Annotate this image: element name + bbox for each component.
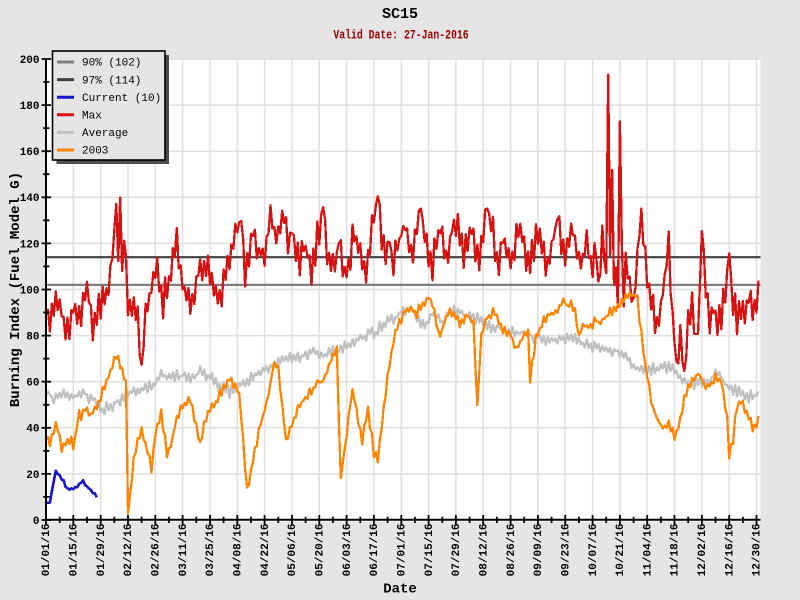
svg-text:05/06/16: 05/06/16	[287, 524, 299, 577]
svg-text:02/12/16: 02/12/16	[123, 524, 135, 577]
svg-text:08/12/16: 08/12/16	[478, 524, 490, 577]
svg-text:12/16/16: 12/16/16	[724, 524, 736, 577]
svg-text:97% (114): 97% (114)	[82, 75, 141, 87]
svg-text:01/15/16: 01/15/16	[69, 524, 81, 577]
svg-text:07/01/16: 07/01/16	[397, 524, 409, 577]
svg-text:80: 80	[26, 332, 39, 344]
svg-text:60: 60	[26, 378, 39, 390]
svg-text:07/29/16: 07/29/16	[451, 524, 463, 577]
svg-text:09/09/16: 09/09/16	[533, 524, 545, 577]
svg-text:04/22/16: 04/22/16	[260, 524, 272, 577]
svg-text:20: 20	[26, 470, 39, 482]
svg-text:01/01/16: 01/01/16	[41, 524, 53, 577]
svg-text:03/25/16: 03/25/16	[205, 524, 217, 577]
svg-text:04/08/16: 04/08/16	[233, 524, 245, 577]
svg-text:01/29/16: 01/29/16	[96, 524, 108, 577]
svg-text:02/26/16: 02/26/16	[151, 524, 163, 577]
svg-text:Date: Date	[383, 582, 417, 598]
svg-text:Current (10): Current (10)	[82, 93, 161, 105]
svg-text:100: 100	[20, 285, 40, 297]
svg-text:40: 40	[26, 424, 39, 436]
svg-text:03/11/16: 03/11/16	[178, 524, 190, 577]
svg-text:180: 180	[20, 101, 40, 113]
svg-text:200: 200	[20, 55, 40, 67]
svg-text:09/23/16: 09/23/16	[560, 524, 572, 577]
svg-text:2003: 2003	[82, 146, 108, 158]
svg-text:90% (102): 90% (102)	[82, 58, 141, 70]
svg-text:120: 120	[20, 239, 40, 251]
svg-text:Max: Max	[82, 111, 102, 123]
svg-text:06/17/16: 06/17/16	[369, 524, 381, 577]
svg-text:10/21/16: 10/21/16	[615, 524, 627, 577]
svg-text:07/15/16: 07/15/16	[424, 524, 436, 577]
svg-text:06/03/16: 06/03/16	[342, 524, 354, 577]
svg-text:11/04/16: 11/04/16	[642, 524, 654, 577]
svg-text:Average: Average	[82, 128, 128, 140]
svg-text:SC15: SC15	[382, 6, 418, 23]
svg-text:160: 160	[20, 147, 40, 159]
svg-text:Burning Index (Fuel Model G): Burning Index (Fuel Model G)	[8, 172, 24, 407]
svg-text:12/30/16: 12/30/16	[752, 524, 764, 577]
svg-text:11/18/16: 11/18/16	[670, 524, 682, 577]
svg-text:08/26/16: 08/26/16	[506, 524, 518, 577]
svg-text:05/20/16: 05/20/16	[315, 524, 327, 577]
svg-text:0: 0	[33, 516, 40, 528]
svg-text:140: 140	[20, 193, 40, 205]
svg-text:Valid Date: 27-Jan-2016: Valid Date: 27-Jan-2016	[333, 28, 468, 43]
svg-text:10/07/16: 10/07/16	[588, 524, 600, 577]
svg-text:12/02/16: 12/02/16	[697, 524, 709, 577]
